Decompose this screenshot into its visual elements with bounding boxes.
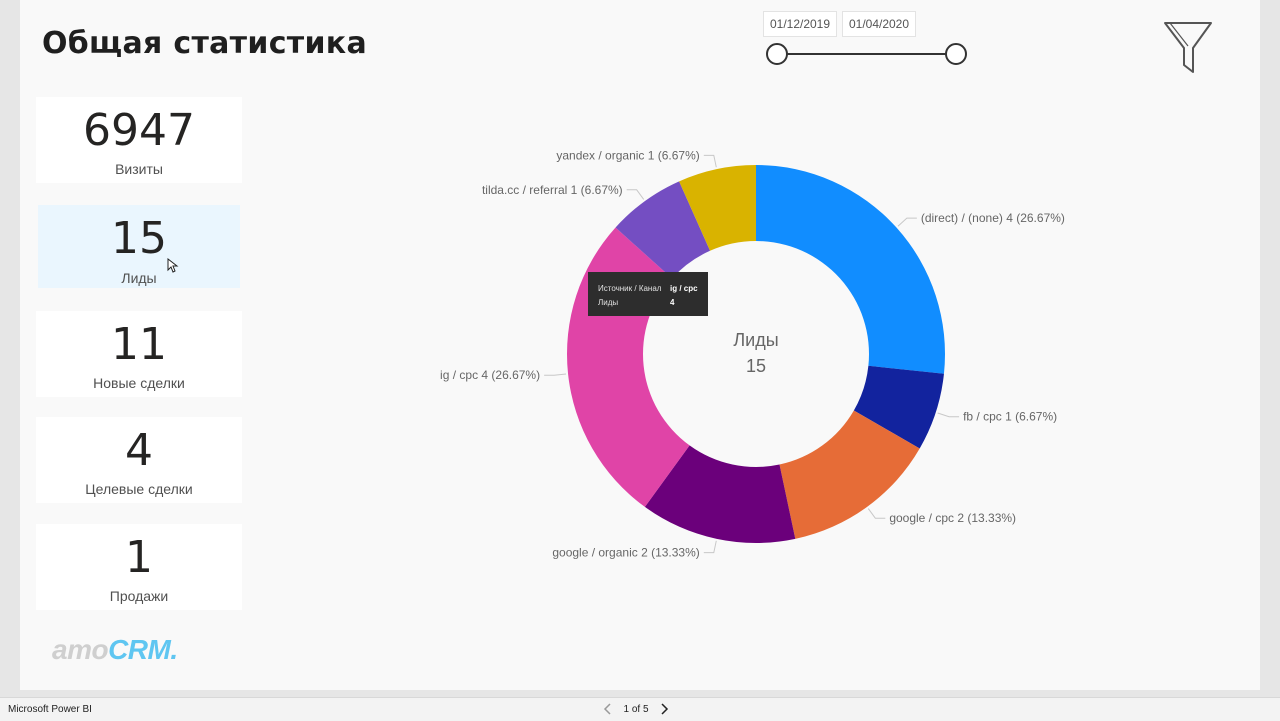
tooltip-value: 4 <box>670 298 675 307</box>
kpi-card-sales[interactable]: 1 Продажи <box>36 524 242 610</box>
date-start-field[interactable]: 01/12/2019 <box>763 11 837 37</box>
date-slider-start-handle[interactable] <box>766 43 788 65</box>
data-label: yandex / organic 1 (6.67%) <box>556 148 699 162</box>
data-label: tilda.cc / referral 1 (6.67%) <box>482 183 623 197</box>
donut-slice[interactable] <box>779 410 920 539</box>
mouse-cursor-icon <box>167 258 179 273</box>
date-end-field[interactable]: 01/04/2020 <box>842 11 916 37</box>
leader-line <box>937 412 960 418</box>
date-slider-track[interactable] <box>777 53 957 55</box>
donut-slice[interactable] <box>756 165 945 374</box>
kpi-value: 6947 <box>83 105 195 156</box>
data-label: fb / cpc 1 (6.67%) <box>963 410 1057 424</box>
kpi-value: 4 <box>125 425 153 476</box>
kpi-value: 1 <box>125 532 153 583</box>
kpi-card-target-deals[interactable]: 4 Целевые сделки <box>36 417 242 503</box>
kpi-value: 11 <box>111 319 167 370</box>
leader-line <box>703 154 717 168</box>
next-page-icon[interactable] <box>657 701 671 717</box>
app-name: Microsoft Power BI <box>8 704 92 715</box>
data-label: google / cpc 2 (13.33%) <box>889 511 1016 525</box>
chart-tooltip: Источник / Канал ig / cpc Лиды 4 <box>588 272 708 316</box>
donut-slice[interactable] <box>615 181 711 279</box>
donut-slice[interactable] <box>853 365 944 449</box>
leader-line <box>703 540 717 554</box>
page-indicator: 1 of 5 <box>623 704 649 715</box>
kpi-label: Визиты <box>115 161 163 177</box>
data-label: google / organic 2 (13.33%) <box>552 546 699 560</box>
filter-funnel-icon[interactable] <box>1162 20 1214 81</box>
page-title: Общая статистика <box>42 26 367 61</box>
donut-center-label: Лиды <box>733 330 778 350</box>
previous-page-icon[interactable] <box>601 701 615 717</box>
tooltip-row: Лиды 4 <box>598 296 708 310</box>
leader-line <box>544 373 567 376</box>
tooltip-key: Лиды <box>598 298 619 307</box>
leader-line <box>626 189 645 200</box>
amocrm-logo: amoCRM. <box>52 634 178 665</box>
data-label: (direct) / (none) 4 (26.67%) <box>921 211 1065 225</box>
date-slider-end-handle[interactable] <box>945 43 967 65</box>
kpi-card-visits[interactable]: 6947 Визиты <box>36 97 242 183</box>
donut-center-value: 15 <box>746 356 766 376</box>
tooltip-key: Источник / Канал <box>598 284 662 293</box>
tooltip-row: Источник / Канал ig / cpc <box>598 282 708 296</box>
kpi-label: Целевые сделки <box>85 481 193 497</box>
leader-line <box>867 508 886 519</box>
kpi-label: Продажи <box>109 588 169 604</box>
donut-slice[interactable] <box>644 445 796 543</box>
kpi-label: Лиды <box>121 270 157 286</box>
tooltip-value: ig / cpc <box>670 284 698 293</box>
donut-chart: (direct) / (none) 4 (26.67%) fb / cpc 1 (… <box>440 148 1065 560</box>
kpi-card-leads[interactable]: 15 Лиды <box>38 205 240 288</box>
status-bar: Microsoft Power BI 1 of 5 <box>0 697 1280 721</box>
leader-line <box>897 217 917 227</box>
data-label: ig / cpc 4 (26.67%) <box>440 368 540 382</box>
kpi-value: 15 <box>111 213 167 264</box>
kpi-card-new-deals[interactable]: 11 Новые сделки <box>36 311 242 397</box>
kpi-label: Новые сделки <box>93 375 185 391</box>
donut-slice[interactable] <box>679 165 756 251</box>
